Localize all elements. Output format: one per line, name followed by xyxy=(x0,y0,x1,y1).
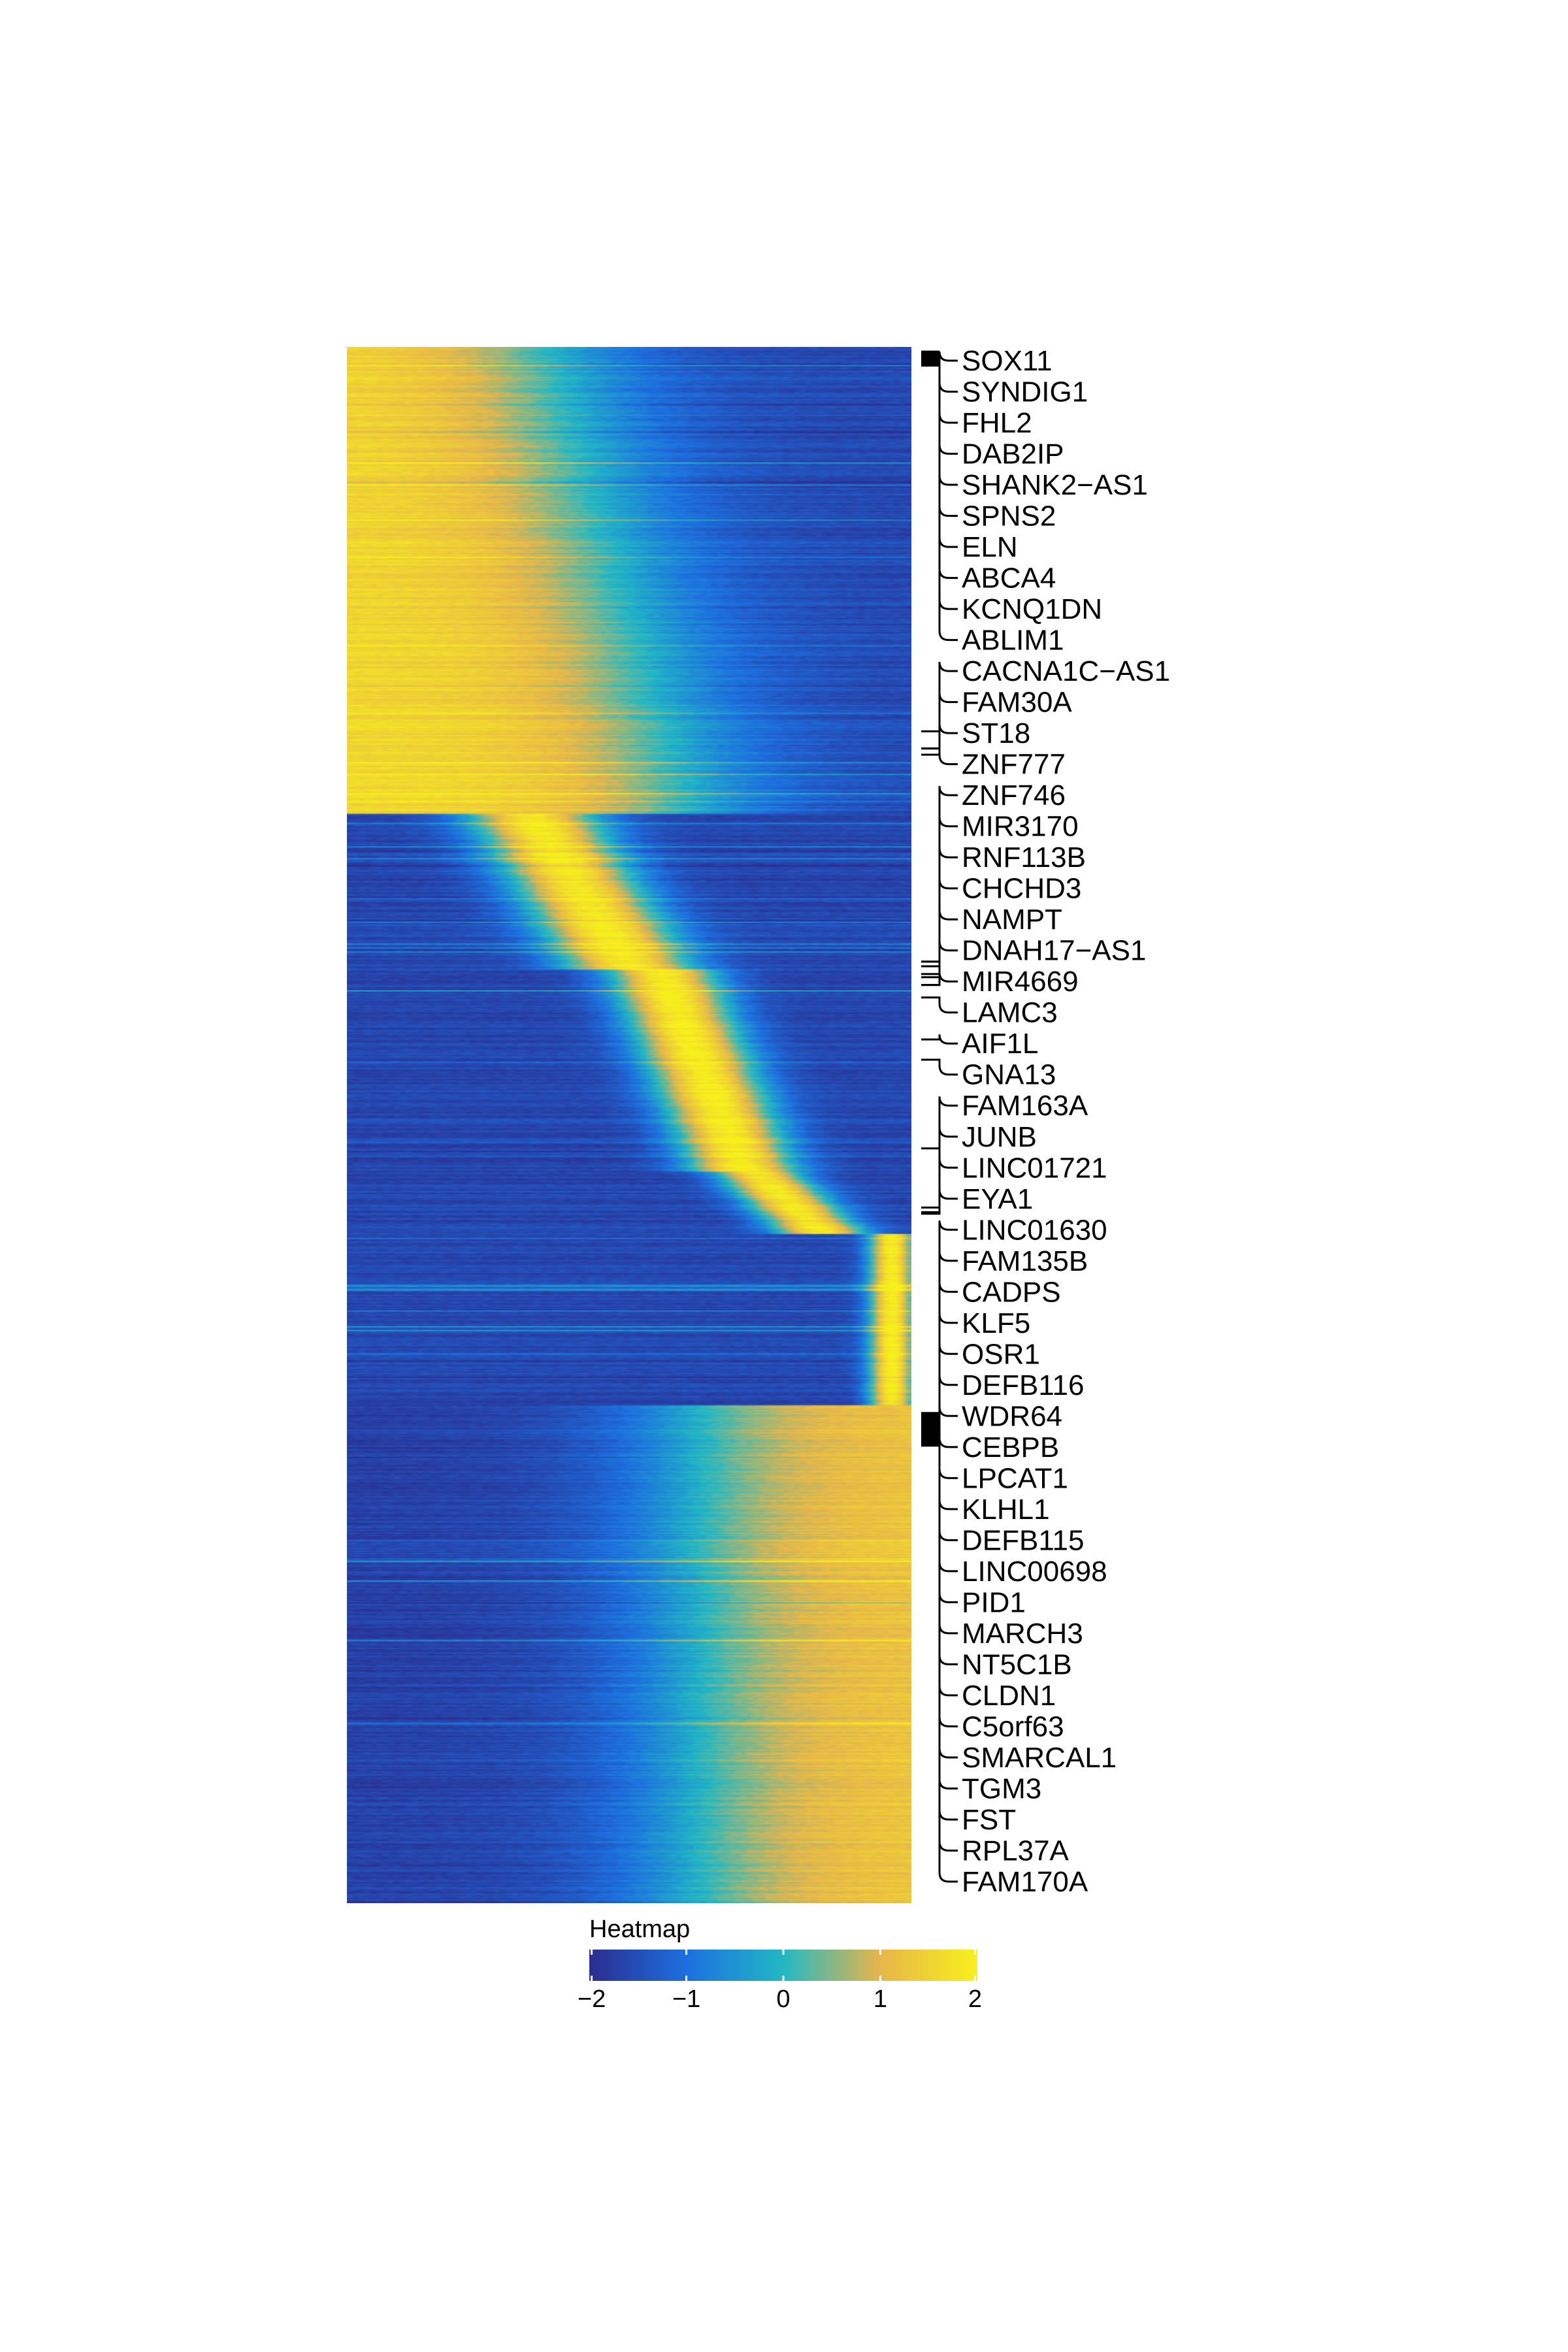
gene-label: CLDN1 xyxy=(962,1680,1056,1712)
gene-label: RNF113B xyxy=(962,841,1086,874)
gene-label: FAM163A xyxy=(962,1090,1088,1122)
gene-label: CACNA1C−AS1 xyxy=(962,655,1170,687)
gene-connector-line xyxy=(921,1313,958,1419)
gene-label: JUNB xyxy=(962,1121,1037,1153)
gene-label: AIF1L xyxy=(962,1028,1038,1060)
gene-connector-line xyxy=(921,365,958,642)
gene-label: SMARCAL1 xyxy=(962,1742,1117,1774)
gene-connector-line xyxy=(921,879,958,987)
legend-tick-label: 0 xyxy=(776,1985,790,2013)
gene-connector-line xyxy=(921,1127,958,1209)
gene-label: EYA1 xyxy=(962,1183,1033,1215)
gene-connector-line xyxy=(921,1345,958,1420)
gene-label: CHCHD3 xyxy=(962,873,1081,905)
gene-label: RPL37A xyxy=(962,1835,1070,1867)
gene-connector-line xyxy=(921,1034,958,1045)
gene-label: ZNF746 xyxy=(962,779,1066,811)
gene-label: NAMPT xyxy=(962,904,1062,936)
gene-connector-line xyxy=(921,941,958,975)
gene-label: LINC01630 xyxy=(962,1214,1107,1246)
gene-connector-line xyxy=(921,662,958,750)
legend-tick-label: −2 xyxy=(578,1985,606,2013)
gene-label: SHANK2−AS1 xyxy=(962,469,1148,501)
gene-connector-line xyxy=(921,996,958,1014)
gene-connector-line xyxy=(921,786,958,963)
gene-label: WDR64 xyxy=(962,1400,1062,1432)
gene-connector-line xyxy=(921,910,958,963)
gene-label: DEFB115 xyxy=(962,1524,1085,1556)
legend-title: Heatmap xyxy=(589,1916,690,1943)
gene-connector-line xyxy=(921,350,958,362)
legend-tick-label: 1 xyxy=(874,1985,887,2013)
gene-connector-line xyxy=(921,1407,958,1424)
gene-label: GNA13 xyxy=(962,1059,1056,1091)
gene-label: FHL2 xyxy=(962,407,1032,439)
gene-connector-line xyxy=(921,1220,958,1414)
gene-label: LAMC3 xyxy=(962,997,1058,1029)
gene-label-list: SOX11SYNDIG1FHL2DAB2IPSHANK2−AS1SPNS2ELN… xyxy=(962,345,1170,1898)
gene-connector-line xyxy=(921,724,958,734)
gene-label: FAM170A xyxy=(962,1866,1088,1898)
gene-connector-line xyxy=(921,1058,958,1076)
heatmap-body xyxy=(347,347,911,1903)
gene-label: DNAH17−AS1 xyxy=(962,935,1146,967)
gene-connector-line xyxy=(921,1251,958,1416)
gene-connector-line xyxy=(921,1282,958,1417)
gene-label: SPNS2 xyxy=(962,500,1056,532)
gene-label: SYNDIG1 xyxy=(962,376,1088,408)
gene-label: KLF5 xyxy=(962,1307,1030,1339)
gene-connector-line xyxy=(921,1445,958,1883)
gene-label: OSR1 xyxy=(962,1338,1040,1370)
gene-connector-line xyxy=(921,1158,958,1213)
gene-label: C5orf63 xyxy=(962,1710,1064,1742)
gene-label: PID1 xyxy=(962,1586,1026,1618)
gene-label: MARCH3 xyxy=(962,1618,1083,1650)
gene-connector-line xyxy=(921,848,958,979)
gene-label: TGM3 xyxy=(962,1772,1041,1805)
gene-connector-line xyxy=(921,693,958,756)
gene-label: ABLIM1 xyxy=(962,625,1064,657)
gene-label: CEBPB xyxy=(962,1431,1059,1463)
legend-tick-label: −1 xyxy=(672,1985,700,2013)
gene-label: MIR4669 xyxy=(962,966,1079,998)
gene-label: ELN xyxy=(962,531,1018,563)
gene-connector-line xyxy=(921,972,958,987)
gene-label: LINC00698 xyxy=(962,1556,1107,1588)
gene-label: LPCAT1 xyxy=(962,1462,1068,1494)
gene-label: KCNQ1DN xyxy=(962,593,1102,625)
gene-label: ABCA4 xyxy=(962,563,1056,595)
gene-label: KLHL1 xyxy=(962,1494,1050,1526)
legend-tick-label: 2 xyxy=(968,1985,982,2013)
gene-connector-line xyxy=(921,1375,958,1422)
gene-label: CADPS xyxy=(962,1276,1061,1308)
gene-annotation-connectors xyxy=(921,350,958,1883)
color-legend: Heatmap −2 −1 0 1 2 xyxy=(578,1916,982,2013)
legend-ticks: −2 −1 0 1 2 xyxy=(578,1950,982,2013)
gene-connector-line xyxy=(921,1096,958,1150)
gene-label: DAB2IP xyxy=(962,438,1064,470)
gene-connector-line xyxy=(921,747,958,766)
gene-label: ZNF777 xyxy=(962,749,1066,781)
gene-label: FST xyxy=(962,1804,1016,1836)
gene-label: DEFB116 xyxy=(962,1369,1085,1401)
gene-label: NT5C1B xyxy=(962,1648,1072,1680)
gene-label: MIR3170 xyxy=(962,811,1079,843)
gene-label: LINC01721 xyxy=(962,1152,1107,1184)
gene-label: SOX11 xyxy=(962,345,1053,377)
gene-connector-line xyxy=(921,817,958,968)
gene-label: ST18 xyxy=(962,717,1030,749)
gene-label: FAM30A xyxy=(962,687,1072,719)
gene-connector-line xyxy=(921,1189,958,1215)
gene-label: FAM135B xyxy=(962,1245,1088,1277)
